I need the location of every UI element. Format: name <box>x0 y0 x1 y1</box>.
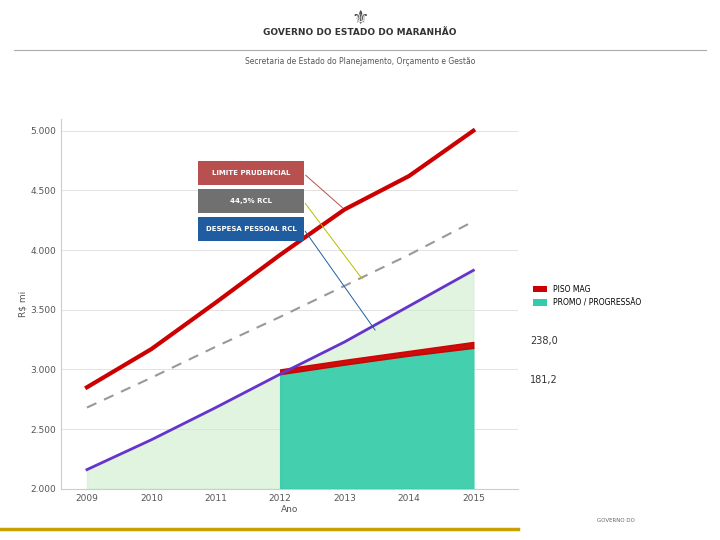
Text: LIMITE PRUDENCIAL: LIMITE PRUDENCIAL <box>212 170 290 177</box>
Legend: PISO MAG, PROMO / PROGRESSÃO: PISO MAG, PROMO / PROGRESSÃO <box>533 285 641 307</box>
Text: 44,5% RCL: 44,5% RCL <box>230 198 272 204</box>
Text: ⚜: ⚜ <box>351 9 369 28</box>
Text: DESPESA PESSOAL RCL: DESPESA PESSOAL RCL <box>206 226 297 232</box>
Y-axis label: R$ mi: R$ mi <box>19 291 27 317</box>
FancyBboxPatch shape <box>199 217 304 241</box>
Text: Secretaria de Estado do Planejamento, Orçamento e Gestão: Secretaria de Estado do Planejamento, Or… <box>245 57 475 66</box>
Text: GOVERNO DO ESTADO DO MARANHÃO: GOVERNO DO ESTADO DO MARANHÃO <box>264 28 456 37</box>
Text: 238,0: 238,0 <box>530 336 557 346</box>
FancyBboxPatch shape <box>199 189 304 213</box>
Text: ➤  Projeção da Despesa de Pessoal - 2015: ➤ Projeção da Despesa de Pessoal - 2015 <box>18 84 331 97</box>
Text: GOVERNO DO: GOVERNO DO <box>597 518 634 523</box>
FancyBboxPatch shape <box>199 161 304 185</box>
X-axis label: Ano: Ano <box>281 505 299 514</box>
Text: 181,2: 181,2 <box>530 375 557 384</box>
